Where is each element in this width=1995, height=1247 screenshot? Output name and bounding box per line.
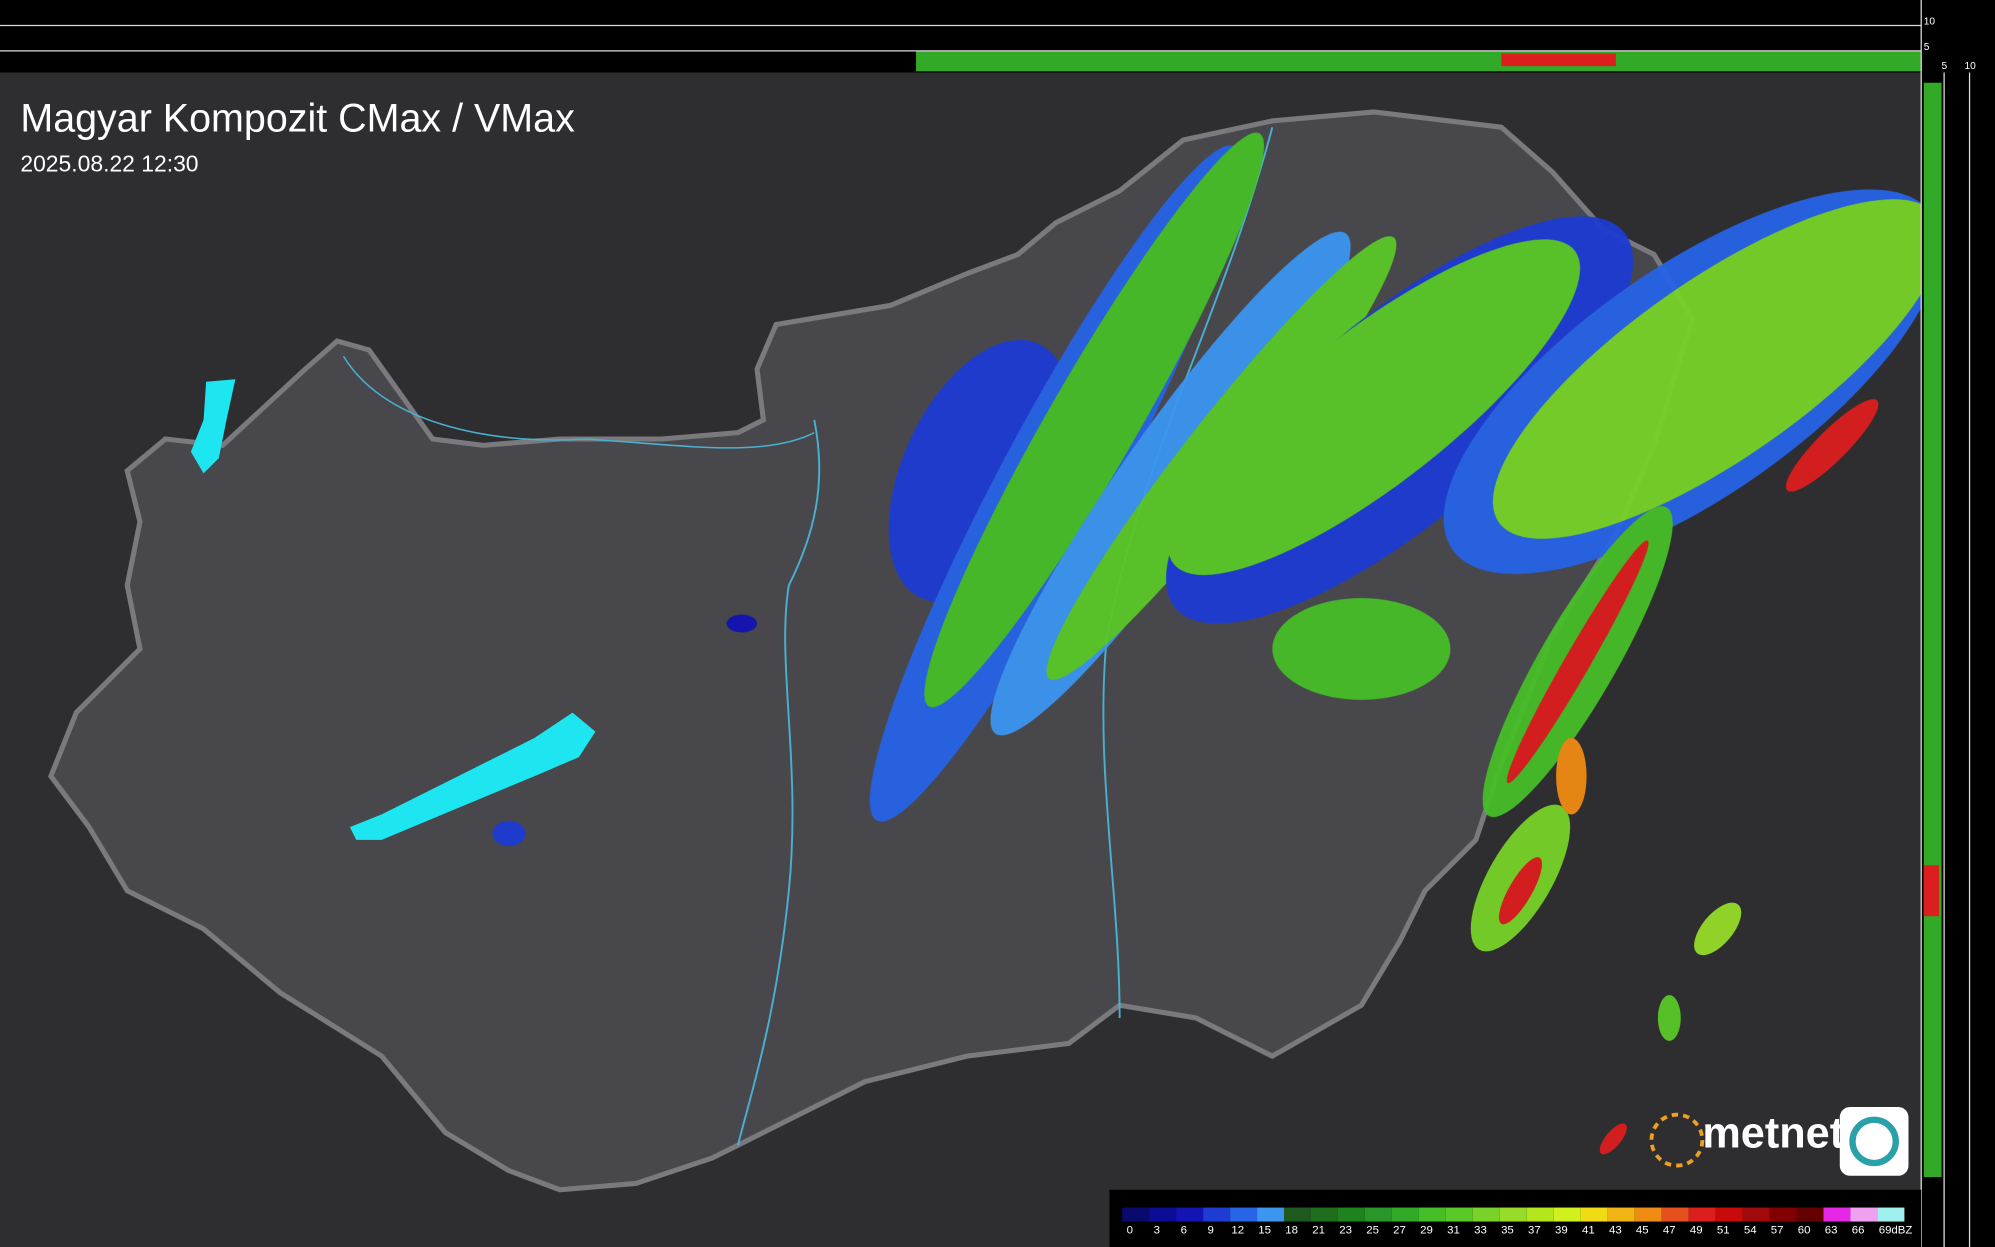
legend-swatch — [1364, 1207, 1392, 1222]
legend-swatch — [1850, 1207, 1878, 1222]
legend-tick-label: 37 — [1528, 1224, 1541, 1236]
legend-swatch — [1526, 1207, 1554, 1222]
legend-swatch — [1230, 1207, 1258, 1222]
legend-tick-label: 23 — [1339, 1224, 1352, 1236]
legend-tick-label: 57 — [1771, 1224, 1784, 1236]
lake-balaton — [349, 712, 596, 840]
legend-swatch — [1580, 1207, 1608, 1222]
legend-swatch — [1418, 1207, 1446, 1222]
legend-swatch — [1607, 1207, 1635, 1222]
legend-tick-label: 33 — [1474, 1224, 1487, 1236]
legend-swatch — [1257, 1207, 1285, 1222]
legend-tick-label: 51 — [1717, 1224, 1730, 1236]
legend-tick-label: 0 — [1127, 1224, 1133, 1236]
legend-tick-label: 41 — [1582, 1224, 1595, 1236]
legend-swatch — [1391, 1207, 1419, 1222]
profile-band — [916, 50, 1922, 72]
legend-swatch — [1688, 1207, 1716, 1222]
legend-tick-label: 45 — [1636, 1224, 1649, 1236]
legend-tick-label: 9 — [1208, 1224, 1214, 1236]
legend-tick-label: 43 — [1609, 1224, 1622, 1236]
precipitation — [492, 132, 1943, 1155]
profile-scale-label: 5 — [1924, 42, 1930, 53]
legend-swatch — [1823, 1207, 1851, 1222]
legend-tick-label: 35 — [1501, 1224, 1514, 1236]
legend-swatch — [1176, 1207, 1204, 1222]
legend-tick-label: 12 — [1231, 1224, 1244, 1236]
legend-swatch — [1337, 1207, 1365, 1222]
legend-tick-label: 60 — [1798, 1224, 1811, 1236]
legend-swatch — [1742, 1207, 1770, 1222]
profile-band — [1501, 53, 1616, 67]
legend-swatch — [1122, 1207, 1150, 1222]
legend-tick-label: 6 — [1181, 1224, 1187, 1236]
river-danube — [737, 419, 821, 1146]
legend-swatch — [1311, 1207, 1338, 1222]
map-datetime: 2025.08.22 12:30 — [20, 150, 198, 176]
legend-tick-label: 27 — [1393, 1224, 1406, 1236]
legend-swatch — [1553, 1207, 1581, 1222]
legend-swatch — [1445, 1207, 1473, 1222]
legend-tick-label: 29 — [1420, 1224, 1433, 1236]
legend-tick-label: 31 — [1447, 1224, 1460, 1236]
legend-tick-label: 63 — [1825, 1224, 1838, 1236]
profile-band — [1923, 82, 1942, 1178]
legend-swatch — [1877, 1207, 1905, 1222]
legend-tick-label: 49 — [1690, 1224, 1703, 1236]
profile-scale-label: 5 — [1942, 61, 1948, 72]
legend-tick-label: 39 — [1555, 1224, 1568, 1236]
profile-band — [1923, 865, 1940, 917]
legend-tick-label: 3 — [1154, 1224, 1160, 1236]
legend-swatch — [1499, 1207, 1527, 1222]
logo-text: metnet — [1702, 1110, 1844, 1158]
legend-swatch — [1203, 1207, 1231, 1222]
legend-unit: dBZ — [1891, 1224, 1912, 1236]
legend-swatch — [1284, 1207, 1311, 1222]
legend-tick-label: 18 — [1285, 1224, 1298, 1236]
legend-tick-label: 66 — [1852, 1224, 1865, 1236]
legend-swatch — [1472, 1207, 1500, 1222]
legend-swatch — [1769, 1207, 1797, 1222]
legend-swatch — [1661, 1207, 1689, 1222]
legend: 0 3 6 9 12 15 18 21 23 25 27 29 31 33 35 37 39 41 43 45 47 49… — [1122, 1207, 1912, 1236]
legend-tick-label: 54 — [1744, 1224, 1757, 1236]
map-title: Magyar Kompozit CMax / VMax — [20, 96, 575, 140]
logo: metnet — [1649, 1107, 1909, 1176]
legend-tick-label: 15 — [1258, 1224, 1271, 1236]
legend-swatch — [1149, 1207, 1177, 1222]
legend-swatch — [1715, 1207, 1743, 1222]
legend-swatch — [1796, 1207, 1824, 1222]
lake-ferto — [190, 379, 236, 474]
profile-scale-label: 10 — [1964, 61, 1976, 72]
legend-tick-label: 25 — [1366, 1224, 1379, 1236]
profile-scale-label: 10 — [1924, 16, 1936, 27]
legend-tick-label: 69 — [1879, 1224, 1892, 1236]
legend-tick-label: 21 — [1312, 1224, 1325, 1236]
legend-tick-label: 47 — [1663, 1224, 1676, 1236]
legend-swatch — [1634, 1207, 1662, 1222]
river — [342, 355, 815, 449]
